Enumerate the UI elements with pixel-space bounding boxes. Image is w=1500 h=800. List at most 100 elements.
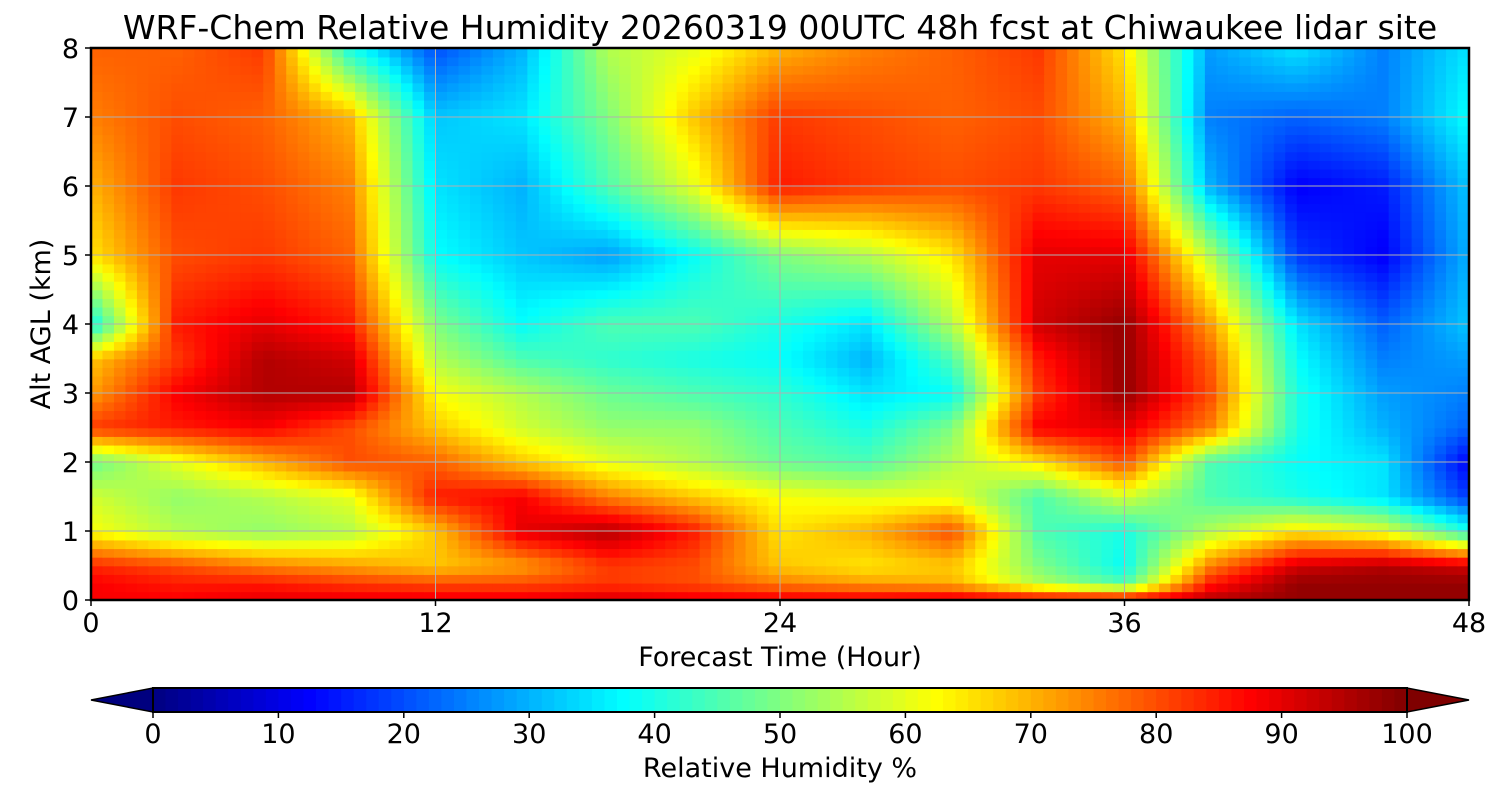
heat-cell: [676, 246, 689, 256]
heat-cell: [1446, 289, 1459, 299]
heat-cell: [619, 531, 632, 541]
heat-cell: [1021, 315, 1034, 325]
heat-cell: [745, 462, 758, 472]
heat-cell: [504, 393, 517, 403]
heat-cell: [998, 280, 1011, 291]
heat-cell: [217, 496, 230, 506]
heat-cell: [1457, 410, 1469, 420]
heat-cell: [917, 263, 931, 274]
heat-cell: [1135, 436, 1149, 446]
heat-cell: [389, 505, 402, 515]
heat-cell: [573, 574, 586, 584]
heat-cell: [745, 255, 758, 265]
heat-cell: [1044, 263, 1057, 274]
heat-cell: [1331, 444, 1344, 455]
heat-cell: [504, 324, 517, 334]
heat-cell: [653, 255, 666, 265]
heat-cell: [446, 306, 460, 317]
heat-cell: [366, 255, 379, 265]
heat-cell: [424, 496, 437, 506]
heat-cell: [722, 393, 735, 403]
heat-cell: [412, 427, 425, 437]
heat-cell: [711, 298, 724, 308]
heat-cell: [332, 462, 345, 472]
heat-cell: [734, 263, 747, 274]
heat-cell: [1101, 272, 1114, 282]
heat-cell: [1342, 358, 1355, 368]
heat-cell: [458, 375, 471, 386]
heat-cell: [527, 522, 540, 532]
heat-cell: [320, 410, 333, 420]
heat-cell: [768, 401, 781, 412]
heat-cell: [1193, 263, 1206, 274]
heat-cell: [561, 539, 575, 550]
heat-cell: [550, 496, 563, 506]
heat-cell: [125, 531, 138, 541]
heat-cell: [1377, 487, 1390, 498]
heat-cell: [217, 255, 230, 265]
heat-cell: [1331, 255, 1344, 265]
heat-cell: [136, 315, 150, 325]
heat-cell: [975, 375, 988, 386]
heat-cell: [699, 505, 712, 515]
heat-cell: [1411, 401, 1424, 412]
heat-cell: [401, 349, 414, 360]
heat-cell: [1124, 531, 1137, 541]
heat-cell: [894, 349, 908, 360]
heat-cell: [1055, 298, 1068, 308]
heat-cell: [1296, 315, 1310, 325]
heat-cell: [332, 522, 345, 532]
heat-cell: [125, 505, 138, 515]
heat-cell: [929, 410, 942, 420]
heat-cell: [1113, 556, 1126, 567]
heat-cell: [1032, 393, 1045, 403]
heat-cell: [286, 539, 299, 550]
heat-cell: [1446, 255, 1459, 265]
heat-cell: [1411, 479, 1424, 489]
heat-cell: [320, 263, 333, 274]
heat-cell: [550, 565, 563, 575]
heat-cell: [401, 332, 414, 343]
heat-cell: [1446, 539, 1459, 550]
heat-cell: [515, 289, 529, 299]
heat-cell: [986, 272, 999, 282]
heat-cell: [757, 272, 770, 282]
heat-cell: [538, 384, 552, 394]
heat-cell: [825, 479, 839, 489]
heat-cell: [1067, 479, 1080, 489]
heat-cell: [309, 496, 322, 506]
heat-cell: [952, 582, 965, 593]
heat-cell: [745, 496, 758, 506]
heat-cell: [607, 427, 621, 437]
heat-cell: [515, 591, 529, 600]
heat-cell: [1296, 479, 1310, 489]
heat-cell: [538, 393, 552, 403]
heat-cell: [217, 556, 230, 567]
heat-cell: [699, 255, 712, 265]
heat-cell: [1113, 487, 1126, 498]
heat-cell: [550, 289, 563, 299]
heat-cell: [113, 375, 127, 386]
heat-cell: [814, 349, 827, 360]
heat-cell: [1158, 324, 1172, 334]
heat-cell: [263, 324, 276, 334]
heat-cell: [251, 332, 265, 343]
heat-cell: [1101, 315, 1114, 325]
heat-cell: [1067, 487, 1080, 498]
heat-cell: [286, 324, 299, 334]
heat-cell: [963, 582, 977, 593]
heat-cell: [780, 349, 793, 360]
heat-cell: [1457, 556, 1469, 567]
heat-cell: [1090, 418, 1103, 429]
heat-cell: [1135, 427, 1149, 437]
heat-cell: [1296, 556, 1310, 567]
heat-cell: [1285, 436, 1298, 446]
heat-cell: [182, 453, 196, 463]
heat-cell: [1273, 582, 1287, 593]
heat-cell: [688, 462, 701, 472]
heat-cell: [538, 401, 552, 412]
heat-cell: [642, 349, 655, 360]
heat-cell: [251, 496, 265, 506]
heat-cell: [665, 289, 678, 299]
heat-cell: [309, 358, 322, 368]
